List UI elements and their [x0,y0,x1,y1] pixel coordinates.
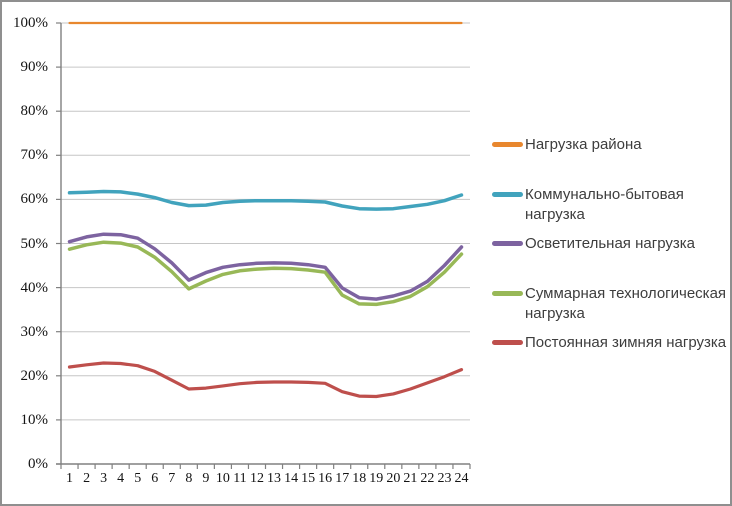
x-axis-tick-label: 23 [437,471,452,486]
y-axis-tick-label: 80% [20,103,49,120]
legend-marker-line-icon [492,142,523,147]
legend-marker-line-icon [492,340,523,345]
legend-item: Нагрузка района [492,135,730,155]
legend-label-line: нагрузка [525,205,585,223]
x-axis-tick-label: 4 [117,471,125,486]
legend-label: Коммунально-бытовая нагрузка [525,185,730,225]
legend-marker-line-icon [492,241,523,246]
x-axis-tick-label: 24 [454,471,469,486]
x-axis-tick-label: 14 [284,471,299,486]
x-axis-tick-label: 17 [335,471,350,486]
y-axis-tick-label: 50% [20,235,49,252]
x-axis-tick-label: 1 [66,471,74,486]
legend-label-line: Осветительная нагрузка [525,235,695,252]
legend-label: Постоянная зимняя нагрузка [525,333,730,353]
series-line-4 [67,361,464,399]
series-line-1 [67,189,464,211]
y-axis-tick-label: 60% [20,191,49,208]
legend-label: Нагрузка района [525,135,730,155]
x-axis-tick-label: 18 [352,471,367,486]
x-axis-tick-label: 2 [83,471,91,486]
legend-item: Постоянная зимняя нагрузка [492,333,730,353]
legend-marker-line-icon [492,191,523,197]
y-axis-tick-label: 20% [20,367,49,384]
x-axis-tick-label: 21 [403,471,418,486]
x-axis-tick-label: 6 [151,471,159,486]
y-axis-tick-label: 30% [20,323,49,340]
y-axis-tick-label: 90% [20,59,49,76]
legend-label: Осветительная нагрузка [525,234,730,254]
x-axis-tick-label: 16 [318,471,333,486]
x-axis-tick-label: 9 [202,471,210,486]
x-axis-tick-label: 15 [301,471,316,486]
x-axis-tick-label: 3 [100,471,108,486]
x-axis-tick-label: 11 [233,471,247,486]
series-line-2 [67,232,464,301]
legend-item: Осветительная нагрузка [492,234,730,254]
x-axis-tick-label: 22 [420,471,435,486]
y-axis-tick-label: 40% [20,279,49,296]
x-axis-tick-label: 19 [369,471,384,486]
x-axis-tick-label: 5 [134,471,142,486]
legend-item: Суммарная технологическая нагрузка [492,284,730,324]
x-axis-tick-label: 20 [386,471,401,486]
legend-item: Коммунально-бытовая нагрузка [492,185,730,225]
legend-label-line: Коммунально-бытовая [525,185,684,203]
y-axis-tick-label: 10% [20,411,49,428]
series-line-3 [67,240,464,307]
legend-label-line: Постоянная зимняя нагрузка [525,334,727,351]
legend-label-line: Нагрузка района [525,136,642,153]
legend-label-line: Суммарная технологическая [525,284,727,302]
x-axis-tick-label: 13 [267,471,282,486]
x-axis-tick-label: 7 [168,471,176,486]
x-axis-tick-label: 8 [185,471,193,486]
y-axis-tick-label: 100% [13,15,48,31]
legend-label: Суммарная технологическая нагрузка [525,284,730,324]
x-axis-tick-label: 10 [215,471,230,486]
y-axis-tick-label: 70% [20,147,49,164]
x-axis-tick-label: 12 [249,471,264,486]
legend-marker-line-icon [492,290,523,296]
legend-label-line: нагрузка [525,304,585,322]
y-axis-tick-label: 0% [28,456,48,472]
